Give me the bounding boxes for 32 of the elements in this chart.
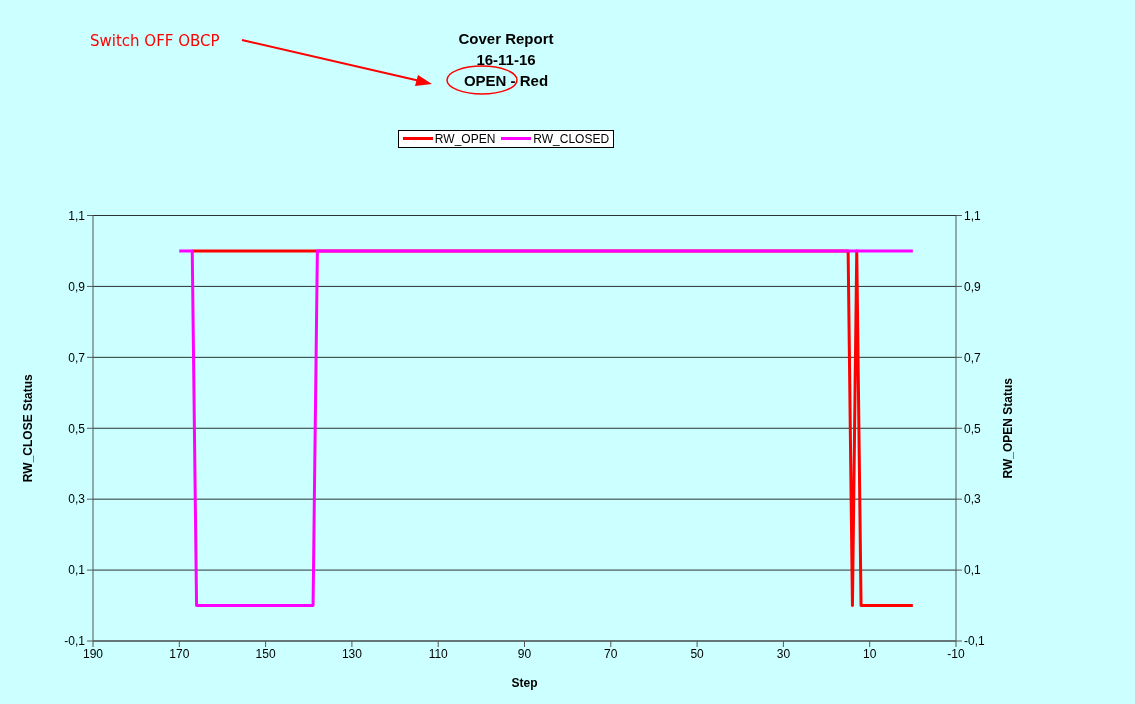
y2-tick-label: -0,1: [964, 634, 985, 649]
x-tick-label: 170: [169, 646, 190, 661]
y2-axis-title: RW_OPEN Status: [1001, 377, 1016, 479]
x-tick-label: 70: [604, 646, 618, 661]
y-axis-title: RW_CLOSE Status: [21, 374, 36, 483]
y2-tick-label: 0,5: [964, 421, 982, 436]
y-tick-label: 0,1: [68, 563, 86, 578]
x-tick-label: 190: [82, 646, 104, 661]
x-tick-label: 150: [255, 646, 276, 661]
x-tick-label: 50: [690, 646, 705, 661]
y-tick-label: 0,7: [68, 350, 86, 365]
x-tick-label: 10: [863, 646, 877, 661]
x-tick-label: -10: [947, 646, 965, 661]
y2-tick-label: 0,7: [964, 350, 982, 365]
y-tick-label: 0,9: [68, 279, 86, 294]
y2-tick-label: 0,9: [964, 279, 982, 294]
y-tick-label: 0,3: [68, 492, 86, 507]
x-tick-label: 130: [341, 646, 363, 661]
x-tick-label: 110: [428, 646, 449, 661]
text: Switch OFF OBCP: [90, 32, 220, 50]
legend-label: RW_CLOSED: [533, 131, 610, 146]
y-tick-label: 1,1: [68, 208, 86, 223]
y2-tick-label: 0,1: [964, 563, 982, 578]
y-tick-label: -0,1: [64, 634, 86, 649]
y2-tick-label: 1,1: [964, 208, 982, 223]
y2-tick-label: 0,3: [964, 492, 982, 507]
legend-label: RW_OPEN: [434, 131, 496, 146]
chart-title: Cover Report 16-11-16 OPEN - Red: [458, 30, 554, 89]
x-tick-label: 30: [776, 646, 791, 661]
y-tick-label: 0,5: [68, 421, 86, 436]
x-axis-title: Step: [511, 676, 538, 690]
x-tick-label: 90: [517, 646, 532, 661]
